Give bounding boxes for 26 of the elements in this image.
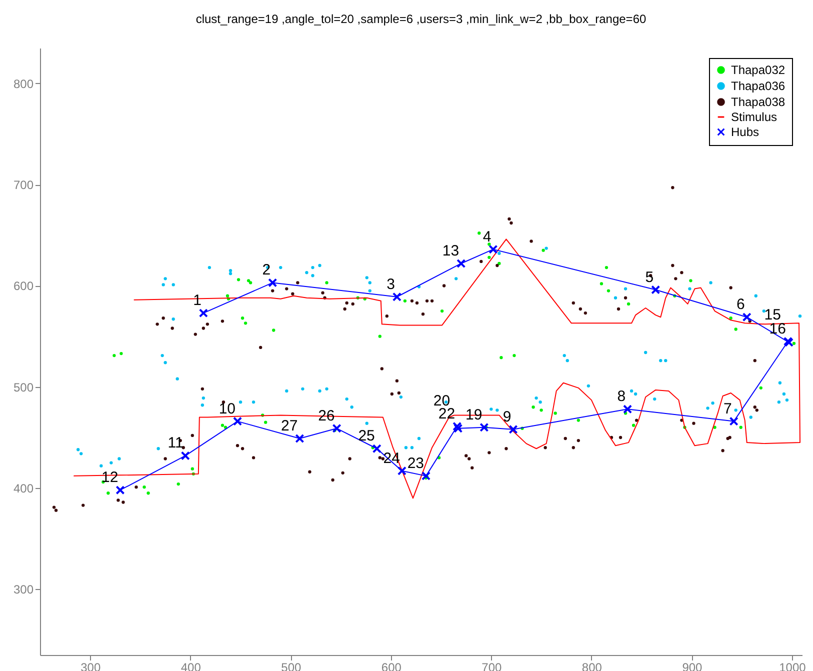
- annotation: 4: [482, 228, 492, 246]
- annotation: 5: [645, 268, 654, 286]
- legend-label: Thapa036: [731, 79, 786, 93]
- legend-label: Stimulus: [731, 110, 778, 124]
- annotation: 9: [502, 408, 512, 426]
- y-tick-label: 700: [13, 178, 34, 192]
- legend-label: Thapa032: [731, 63, 786, 77]
- chart-title: clust_range=19 ,angle_tol=20 ,sample=6 ,users=3 ,min_link_w=2 ,bb_box_range=60: [196, 12, 646, 26]
- y-tick-label: 300: [13, 582, 34, 597]
- y-tick-label: 800: [13, 76, 34, 91]
- annotation: 11: [168, 434, 184, 452]
- annotation: 2: [262, 262, 271, 279]
- legend-label: Hubs: [731, 125, 760, 139]
- annotation: 7: [723, 400, 732, 418]
- annotation: 23: [407, 454, 424, 472]
- annotation: 10: [218, 400, 236, 418]
- annotation: 25: [358, 428, 375, 445]
- annotation: 27: [280, 418, 298, 435]
- annotation: 3: [386, 276, 395, 293]
- annotation: 8: [617, 388, 626, 406]
- y-tick-label: 500: [13, 380, 34, 394]
- annotation: 13: [442, 242, 460, 260]
- legend-label: Thapa038: [731, 95, 786, 109]
- annotation: 6: [736, 296, 745, 314]
- y-tick-label: 400: [13, 482, 34, 496]
- y-tick-label: 600: [13, 279, 34, 294]
